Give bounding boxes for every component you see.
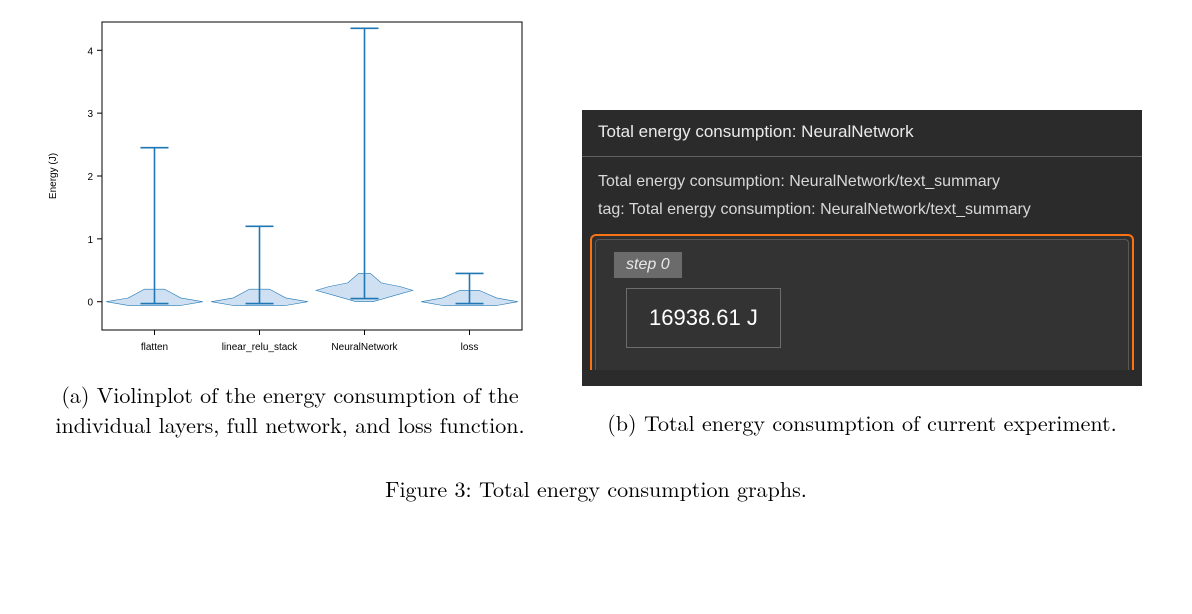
svg-text:flatten: flatten	[141, 342, 168, 353]
violin-plot: 0 1 2 3 4 Energy (J) flatten linear_relu_stack N…	[40, 10, 540, 370]
subcaption-a: (a) Violinplot of the energy consumption…	[50, 380, 530, 439]
total-energy-widget: Total energy consumption: NeuralNetwork …	[582, 110, 1142, 386]
svg-text:NeuralNetwork: NeuralNetwork	[331, 342, 398, 353]
figure-caption: Figure 3: Total energy consumption graph…	[30, 473, 1162, 504]
subcaption-b-text: Total energy consumption of current expe…	[644, 407, 1117, 438]
svg-text:4: 4	[87, 46, 93, 57]
svg-text:loss: loss	[461, 342, 479, 353]
step-label: step 0	[614, 252, 682, 278]
subcaption-b: (b) Total energy consumption of current …	[607, 408, 1116, 438]
widget-card-outer: step 0 16938.61 J	[590, 234, 1134, 370]
widget-header: Total energy consumption: NeuralNetwork	[582, 110, 1142, 152]
subfigure-row: 0 1 2 3 4 Energy (J) flatten linear_relu_stack N…	[30, 10, 1162, 439]
svg-text:1: 1	[87, 235, 93, 246]
svg-text:Energy (J): Energy (J)	[48, 153, 59, 199]
svg-text:2: 2	[87, 172, 93, 183]
widget-subline-1: Total energy consumption: NeuralNetwork/…	[582, 165, 1142, 193]
subcaption-a-text: Violinplot of the energy consumption of …	[55, 379, 524, 440]
svg-text:linear_relu_stack: linear_relu_stack	[222, 342, 299, 353]
svg-text:0: 0	[87, 298, 93, 309]
violin-plot-svg: 0 1 2 3 4 Energy (J) flatten linear_relu_stack N…	[40, 10, 540, 370]
subcaption-b-prefix: (b)	[607, 407, 644, 438]
subfigure-a: 0 1 2 3 4 Energy (J) flatten linear_relu_stack N…	[30, 10, 550, 439]
energy-value: 16938.61 J	[626, 288, 781, 348]
widget-card-inner: step 0 16938.61 J	[595, 239, 1129, 370]
subfigure-b: Total energy consumption: NeuralNetwork …	[562, 110, 1162, 438]
subcaption-a-prefix: (a)	[61, 379, 96, 410]
widget-subline-2: tag: Total energy consumption: NeuralNet…	[582, 193, 1142, 221]
widget-divider	[582, 156, 1142, 157]
figure-caption-text: Total energy consumption graphs.	[479, 473, 807, 504]
figure-container: 0 1 2 3 4 Energy (J) flatten linear_relu_stack N…	[0, 0, 1192, 614]
figure-caption-prefix: Figure 3:	[385, 473, 479, 504]
svg-text:3: 3	[87, 109, 93, 120]
